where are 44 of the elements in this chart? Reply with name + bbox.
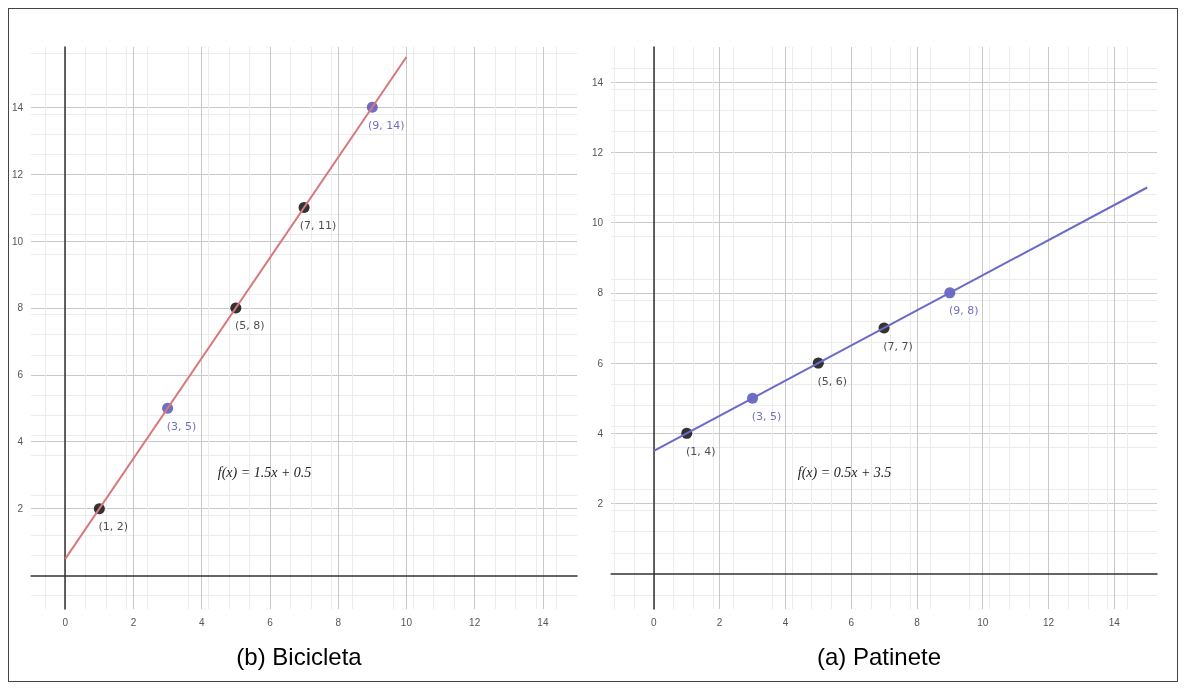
annotation: f(x) = 1.5x + 0.5 xyxy=(217,465,312,482)
x-tick-label: 12 xyxy=(1042,616,1055,628)
x-tick-label: 10 xyxy=(400,616,413,628)
y-tick-label: 14 xyxy=(592,76,604,88)
y-tick-label: 6 xyxy=(597,357,604,369)
y-tick-label: 8 xyxy=(17,302,24,314)
y-tick-label: 2 xyxy=(597,498,604,510)
data-label: (1, 2) xyxy=(98,520,129,534)
y-tick-label: 12 xyxy=(12,168,24,180)
y-tick-label: 10 xyxy=(12,235,24,247)
data-label: (1, 4) xyxy=(685,444,716,458)
data-label: (7, 11) xyxy=(299,219,337,233)
data-label: (3, 5) xyxy=(751,409,782,423)
y-tick-label: 2 xyxy=(17,503,24,515)
y-tick-label: 12 xyxy=(592,146,604,158)
x-tick-label: 2 xyxy=(716,616,723,628)
x-tick-label: 0 xyxy=(651,616,658,628)
data-label: (9, 14) xyxy=(368,118,405,132)
x-tick-label: 2 xyxy=(130,616,137,628)
data-label: (3, 5) xyxy=(166,419,197,433)
y-tick-label: 4 xyxy=(17,436,24,448)
text: (a) Patinete xyxy=(816,642,942,670)
y-tick-label: 4 xyxy=(597,427,604,439)
data-label: (5, 6) xyxy=(817,374,848,388)
x-tick-label: 12 xyxy=(469,616,481,628)
y-tick-label: 14 xyxy=(12,101,24,113)
data-label: (9, 8) xyxy=(949,304,979,318)
x-tick-label: 14 xyxy=(1108,616,1121,628)
x-tick-label: 8 xyxy=(914,616,921,628)
x-tick-label: 4 xyxy=(198,616,205,628)
text: (b) Bicicleta xyxy=(236,642,363,670)
x-tick-label: 8 xyxy=(335,616,342,628)
data-label: (5, 8) xyxy=(235,319,265,333)
x-tick-label: 0 xyxy=(62,616,69,628)
x-tick-label: 10 xyxy=(977,616,989,628)
x-tick-label: 14 xyxy=(537,616,549,628)
y-tick-label: 6 xyxy=(17,369,24,381)
data-label: (7, 7) xyxy=(883,339,913,353)
y-tick-label: 10 xyxy=(592,217,604,229)
x-tick-label: 6 xyxy=(267,616,274,628)
x-tick-label: 6 xyxy=(848,616,855,628)
annotation: f(x) = 0.5x + 3.5 xyxy=(797,465,892,482)
x-tick-label: 4 xyxy=(782,616,789,628)
y-tick-label: 8 xyxy=(597,287,604,299)
